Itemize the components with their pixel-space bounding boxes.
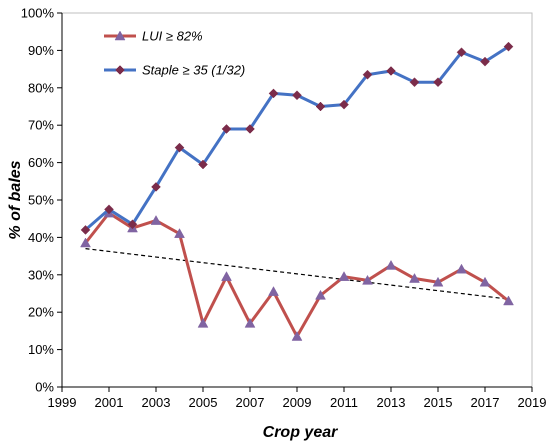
data-point [80,237,91,248]
trendline-group [85,248,509,300]
x-tick-label: 2005 [189,395,218,410]
plot-area [61,12,533,388]
data-point [315,101,326,112]
series-1 [80,207,514,341]
x-tick-label: 2015 [424,395,453,410]
data-point [198,159,208,170]
data-point [503,41,514,52]
data-point [221,271,232,281]
y-tick-label: 80% [28,80,54,95]
data-point [456,47,467,58]
x-tick-label: 2013 [377,395,406,410]
x-tick-label: 2003 [142,395,171,410]
data-point [292,90,302,101]
y-tick-label: 90% [28,43,54,58]
series-2 [80,41,514,235]
legend-item-1: LUI ≥ 82% [104,29,203,44]
y-tick-label: 50% [28,193,54,208]
data-point [362,274,373,285]
data-point [197,317,209,328]
x-tick-label: 1999 [48,395,77,410]
data-point [244,317,256,328]
data-point [315,289,326,300]
y-tick-label: 40% [28,230,54,245]
data-point [221,124,232,134]
y-tick-label: 30% [28,267,54,282]
data-point [362,69,373,80]
data-point [150,215,162,225]
data-point [104,204,114,215]
legend-label: Staple ≥ 35 (1/32) [142,63,245,78]
x-tick-label: 2007 [236,395,265,410]
data-point [386,66,396,76]
y-tick-label: 10% [28,342,54,357]
x-tick-label: 2011 [330,395,358,410]
x-tick-label: 2001 [95,395,124,410]
data-point [503,295,514,306]
data-point [80,225,91,235]
data-point [338,271,350,281]
data-point [174,228,185,238]
x-axis-ticks: 1999 2001 2003 2005 2007 2009 2011 2013 2015 2017… [48,387,547,410]
x-tick-label: 2009 [283,395,312,410]
series-layer [80,41,514,341]
data-point [432,276,444,287]
data-point [433,77,443,88]
data-point [409,273,420,283]
data-point [479,276,491,287]
x-axis-title: Crop year [263,424,338,441]
data-point [480,56,490,67]
legend-item-2: Staple ≥ 35 (1/32) [104,63,245,78]
data-point [245,124,255,134]
data-point [268,88,279,99]
x-tick-label: 2019 [518,395,547,410]
y-tick-label: 60% [28,155,54,170]
data-point [268,286,279,296]
data-point [456,263,467,274]
y-axis-ticks: 0% 10% 20% 30% 40% 50% 60% 70% 80% 90% 100% [21,6,62,395]
y-tick-label: 0% [35,380,54,395]
y-axis-title: % of bales [7,160,24,239]
legend-label: LUI ≥ 82% [142,29,203,44]
data-point [409,77,420,88]
data-point [174,142,185,153]
data-point [151,182,161,192]
data-point [339,99,349,110]
data-point [385,259,397,270]
y-tick-label: 100% [21,6,55,21]
data-point [127,219,138,230]
trendline [85,248,509,300]
x-tick-label: 2017 [471,395,500,410]
y-tick-label: 70% [28,118,54,133]
legend-marker [115,65,125,75]
data-point [291,330,303,341]
legend-marker [114,30,126,41]
y-tick-label: 20% [28,305,54,320]
legend: LUI ≥ 82% Staple ≥ 35 (1/32) [104,29,245,78]
